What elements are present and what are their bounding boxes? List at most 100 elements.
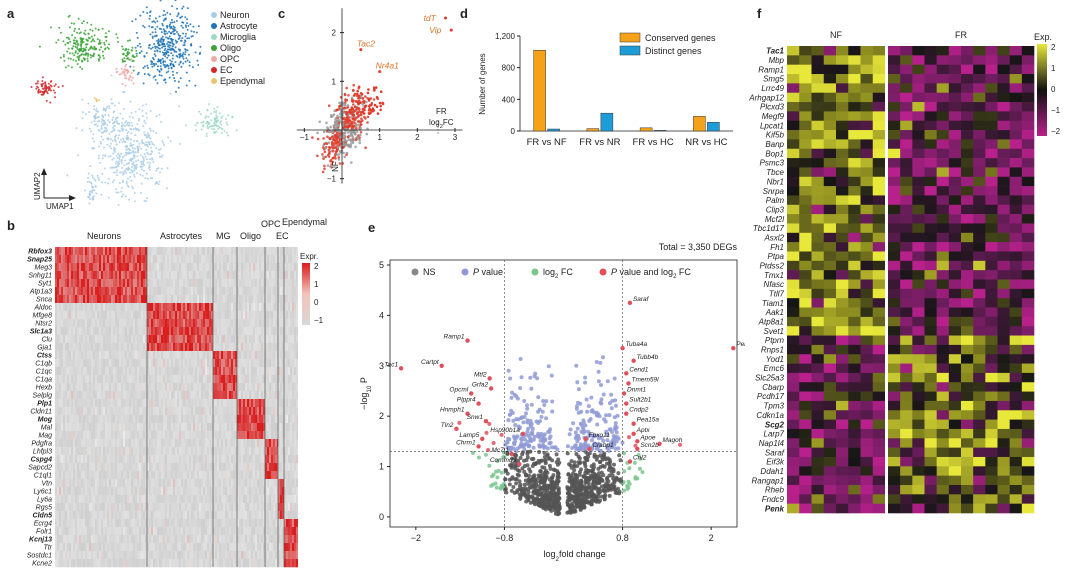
- heatmap-cell: [163, 375, 165, 384]
- heatmap-cell: [115, 383, 117, 392]
- heatmap-cell: [173, 247, 175, 256]
- heatmap-cell: [255, 327, 257, 336]
- heatmap-cell: [59, 399, 61, 408]
- heatmap-cell: [239, 255, 241, 264]
- heatmap-cell: [219, 327, 221, 336]
- heatmap-cell: [157, 431, 159, 440]
- heatmap-cell: [197, 439, 199, 448]
- heatmap-cell: [61, 471, 63, 480]
- heatmap-cell: [267, 423, 269, 432]
- umap-point: [122, 71, 125, 74]
- heatmap-cell: [65, 311, 67, 320]
- umap-point: [214, 124, 217, 127]
- heatmap-cell: [75, 463, 77, 472]
- heatmap-cell: [103, 295, 105, 304]
- umap-point: [126, 53, 129, 56]
- heatmap-cell: [111, 351, 113, 360]
- heatmap-cell: [127, 335, 129, 344]
- heatmap-cell: [249, 303, 251, 312]
- heatmap-cell: [251, 407, 253, 416]
- heatmap-cell: [59, 271, 61, 280]
- umap-point: [90, 182, 93, 185]
- heatmap-cell: [111, 311, 113, 320]
- umap-point: [81, 22, 84, 25]
- heatmap-cell: [133, 271, 135, 280]
- heatmap-cell: [123, 439, 125, 448]
- umap-point: [126, 152, 129, 154]
- heatmap-cell: [257, 407, 259, 416]
- heatmap-cell: [127, 303, 129, 312]
- heatmap-cell: [290, 351, 292, 360]
- heatmap-cell: [81, 463, 83, 472]
- heatmap-cell: [177, 455, 179, 464]
- heatmap-cell: [139, 423, 141, 432]
- heatmap-cell: [213, 439, 215, 448]
- heatmap-cell: [67, 407, 69, 416]
- heatmap-cell: [113, 431, 115, 440]
- heatmap-cell: [79, 271, 81, 280]
- heatmap-cell: [63, 311, 65, 320]
- heatmap-cell: [265, 287, 267, 296]
- heatmap-cell: [207, 391, 209, 400]
- umap-point: [160, 67, 163, 70]
- heatmap-cell: [271, 463, 273, 472]
- umap-point: [134, 164, 137, 167]
- heatmap-cell: [137, 375, 139, 384]
- heatmap-cell: [87, 263, 89, 272]
- umap-point: [110, 74, 113, 77]
- heatmap-cell: [159, 375, 161, 384]
- heatmap-cell: [103, 311, 105, 320]
- heatmap-cell: [249, 271, 251, 280]
- heatmap-cell: [151, 399, 153, 408]
- heatmap-cell: [273, 287, 275, 296]
- umap-point: [139, 45, 142, 48]
- umap-point: [88, 190, 91, 193]
- heatmap-cell: [292, 271, 294, 280]
- heatmap-cell: [237, 391, 239, 400]
- heatmap-cell: [103, 359, 105, 368]
- heatmap-cell: [288, 463, 290, 472]
- heatmap-row: [55, 415, 298, 424]
- umap-point: [189, 23, 192, 26]
- heatmap-cell: [249, 375, 251, 384]
- heatmap-cell: [290, 463, 292, 472]
- umap-point: [151, 61, 154, 63]
- heatmap-cell: [63, 263, 65, 272]
- heatmap-cell: [271, 279, 273, 288]
- heatmap-cell: [145, 455, 147, 464]
- umap-point: [163, 52, 166, 55]
- umap-point: [145, 141, 147, 144]
- heatmap-cell: [119, 391, 121, 400]
- heatmap-cell: [141, 303, 143, 312]
- heatmap-cell: [161, 447, 163, 456]
- heatmap-cell: [273, 399, 275, 408]
- heatmap-cell: [219, 247, 221, 256]
- heatmap-cell: [171, 439, 173, 448]
- heatmap-cell: [280, 351, 282, 360]
- heatmap-cell: [179, 415, 181, 424]
- heatmap-cell: [183, 359, 185, 368]
- umap-point: [152, 57, 154, 59]
- heatmap-cell: [189, 463, 191, 472]
- umap-point: [125, 47, 128, 50]
- heatmap-cell: [229, 415, 231, 424]
- heatmap-row: [55, 423, 298, 432]
- heatmap-cell: [215, 391, 217, 400]
- heatmap-cell: [93, 431, 95, 440]
- heatmap-cell: [57, 263, 59, 272]
- umap-point: [176, 7, 178, 10]
- heatmap-cell: [251, 311, 253, 320]
- umap-point: [148, 17, 151, 20]
- heatmap-cell: [67, 287, 69, 296]
- heatmap-cell: [109, 367, 111, 376]
- heatmap-cell: [255, 399, 257, 408]
- heatmap-cell: [265, 319, 267, 328]
- heatmap-cell: [73, 383, 75, 392]
- heatmap-cell: [191, 271, 193, 280]
- heatmap-cell: [171, 471, 173, 480]
- heatmap-cell: [294, 271, 296, 280]
- heatmap-cell: [123, 311, 125, 320]
- heatmap-cell: [191, 319, 193, 328]
- heatmap-cell: [282, 375, 284, 384]
- umap-point: [137, 119, 140, 122]
